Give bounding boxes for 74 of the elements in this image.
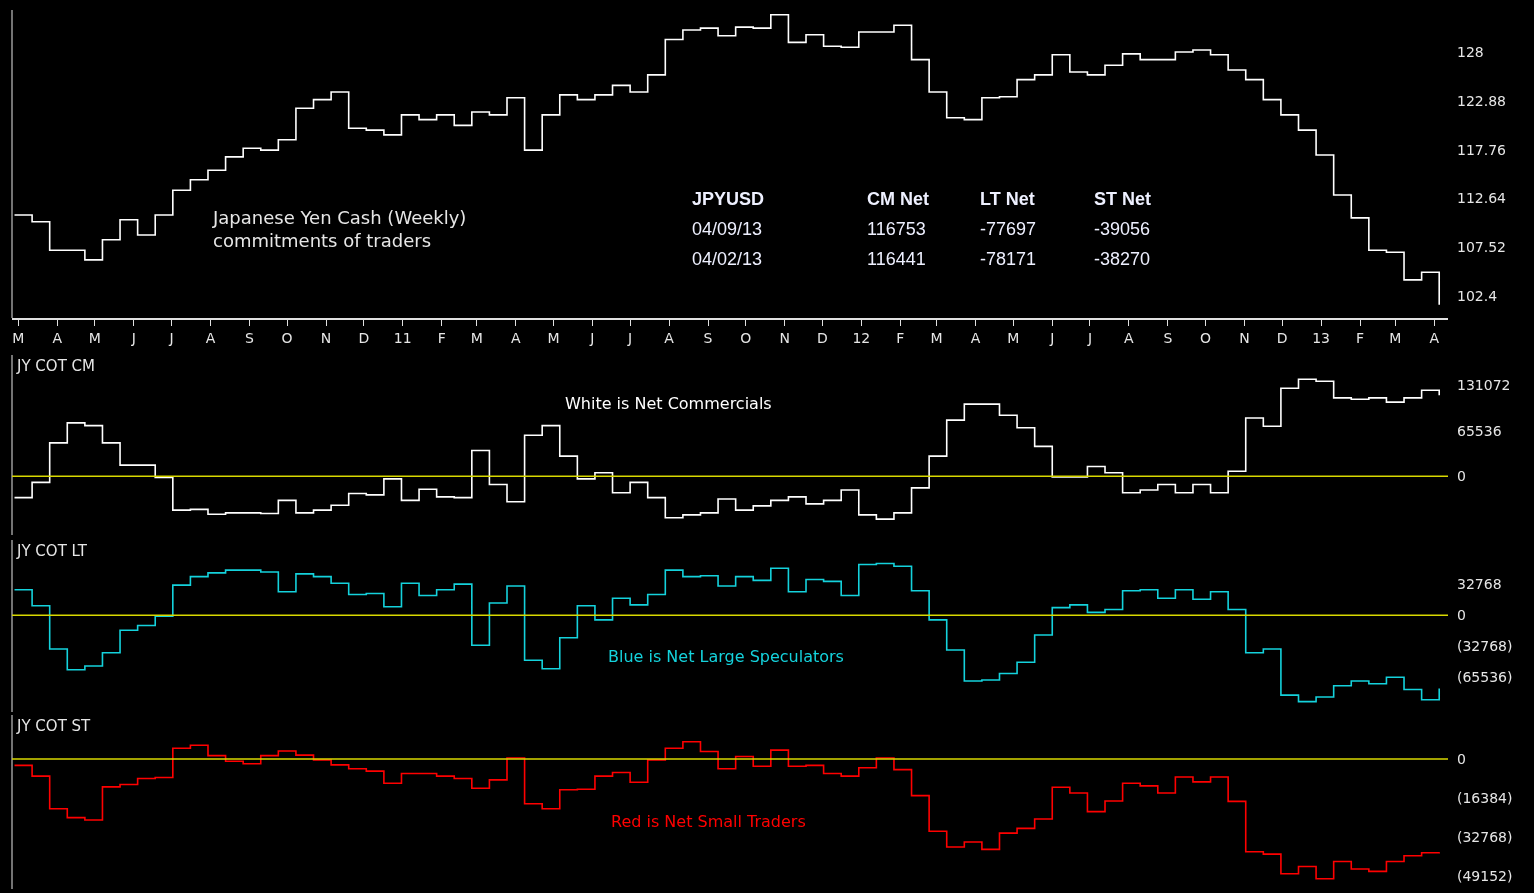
x-tick-label: D — [1276, 329, 1288, 346]
annotation: 116753 — [867, 219, 926, 239]
x-tick-label: J — [589, 329, 595, 346]
x-tick-label: F — [1356, 329, 1365, 346]
x-tick-label: J — [627, 329, 633, 346]
x-tick-label: A — [1429, 329, 1440, 346]
y-tick-label: 122.88 — [1457, 92, 1506, 109]
x-tick-label: M — [1389, 329, 1402, 346]
annotation: -39056 — [1094, 219, 1151, 239]
annotation: White is Net Commercials — [565, 394, 772, 413]
x-tick-label: J — [168, 329, 174, 346]
x-tick-label: O — [740, 329, 752, 346]
x-tick-label: A — [664, 329, 675, 346]
x-tick-label: J — [130, 329, 136, 346]
x-tick-label: A — [205, 329, 216, 346]
x-tick-label: A — [52, 329, 63, 346]
x-tick-label: O — [281, 329, 293, 346]
annotation: Japanese Yen Cash (Weekly) commitments of traders — [212, 207, 467, 252]
x-tick-label: F — [896, 329, 905, 346]
y-tick-label: 131072 — [1457, 377, 1511, 394]
annotation: 04/09/13 — [692, 219, 763, 239]
x-tick-label: S — [1163, 329, 1173, 346]
y-tick-label: (32768) — [1457, 829, 1513, 846]
y-tick-label: 117.76 — [1457, 141, 1507, 158]
annotation: Blue is Net Large Speculators — [608, 647, 844, 666]
annotation: -77697 — [980, 219, 1037, 239]
x-tick-label: J — [1086, 329, 1093, 346]
annotation: 04/02/13 — [692, 249, 763, 269]
x-tick-label: S — [703, 329, 713, 346]
y-tick-label: 112.64 — [1457, 190, 1507, 207]
x-tick-label: A — [1124, 329, 1135, 346]
y-tick-label: 65536 — [1457, 422, 1502, 439]
annotation: LT Net — [980, 189, 1035, 209]
x-tick-label: D — [358, 329, 370, 346]
x-tick-label: M — [88, 329, 101, 346]
y-tick-label: 0 — [1457, 468, 1466, 485]
x-tick-label: M — [930, 329, 943, 346]
annotation: -78171 — [980, 249, 1037, 269]
x-tick-label: 12 — [852, 329, 871, 346]
x-tick-label: 13 — [1312, 329, 1331, 346]
y-tick-label: 32768 — [1457, 576, 1502, 593]
annotation: ST Net — [1094, 189, 1152, 209]
x-tick-label: 11 — [393, 329, 412, 346]
annotation: CM Net — [867, 189, 929, 209]
y-tick-label: 0 — [1457, 750, 1466, 767]
x-tick-label: S — [245, 329, 254, 346]
x-tick-label: A — [970, 329, 981, 346]
annotation: Red is Net Small Traders — [611, 812, 806, 831]
y-tick-label: 107.52 — [1457, 239, 1506, 256]
y-tick-label: (32768) — [1457, 637, 1513, 654]
x-tick-label: D — [816, 329, 828, 346]
annotation: -38270 — [1094, 249, 1151, 269]
y-tick-label: (16384) — [1457, 789, 1513, 806]
y-tick-label: 0 — [1457, 607, 1466, 624]
chart-title: JY COT ST — [16, 717, 92, 735]
x-tick-label: M — [470, 329, 483, 346]
x-tick-label: M — [547, 329, 560, 346]
chart-title: JY COT CM — [16, 357, 95, 375]
y-tick-label: 102.4 — [1457, 287, 1498, 304]
y-tick-label: (49152) — [1457, 868, 1513, 885]
x-tick-label: J — [1049, 329, 1055, 346]
x-tick-label: N — [1239, 329, 1250, 346]
x-tick-label: N — [779, 329, 790, 346]
x-tick-label: F — [437, 329, 446, 346]
chart-title: JY COT LT — [16, 542, 88, 560]
y-tick-label: 128 — [1457, 43, 1484, 60]
x-tick-label: O — [1200, 329, 1212, 346]
x-tick-label: N — [320, 329, 332, 346]
x-tick-label: A — [511, 329, 521, 346]
annotation: 116441 — [867, 249, 926, 269]
x-tick-label: M — [12, 329, 25, 346]
y-tick-label: (65536) — [1457, 668, 1513, 685]
x-tick-label: M — [1007, 329, 1020, 346]
annotation: JPYUSD — [692, 189, 765, 209]
